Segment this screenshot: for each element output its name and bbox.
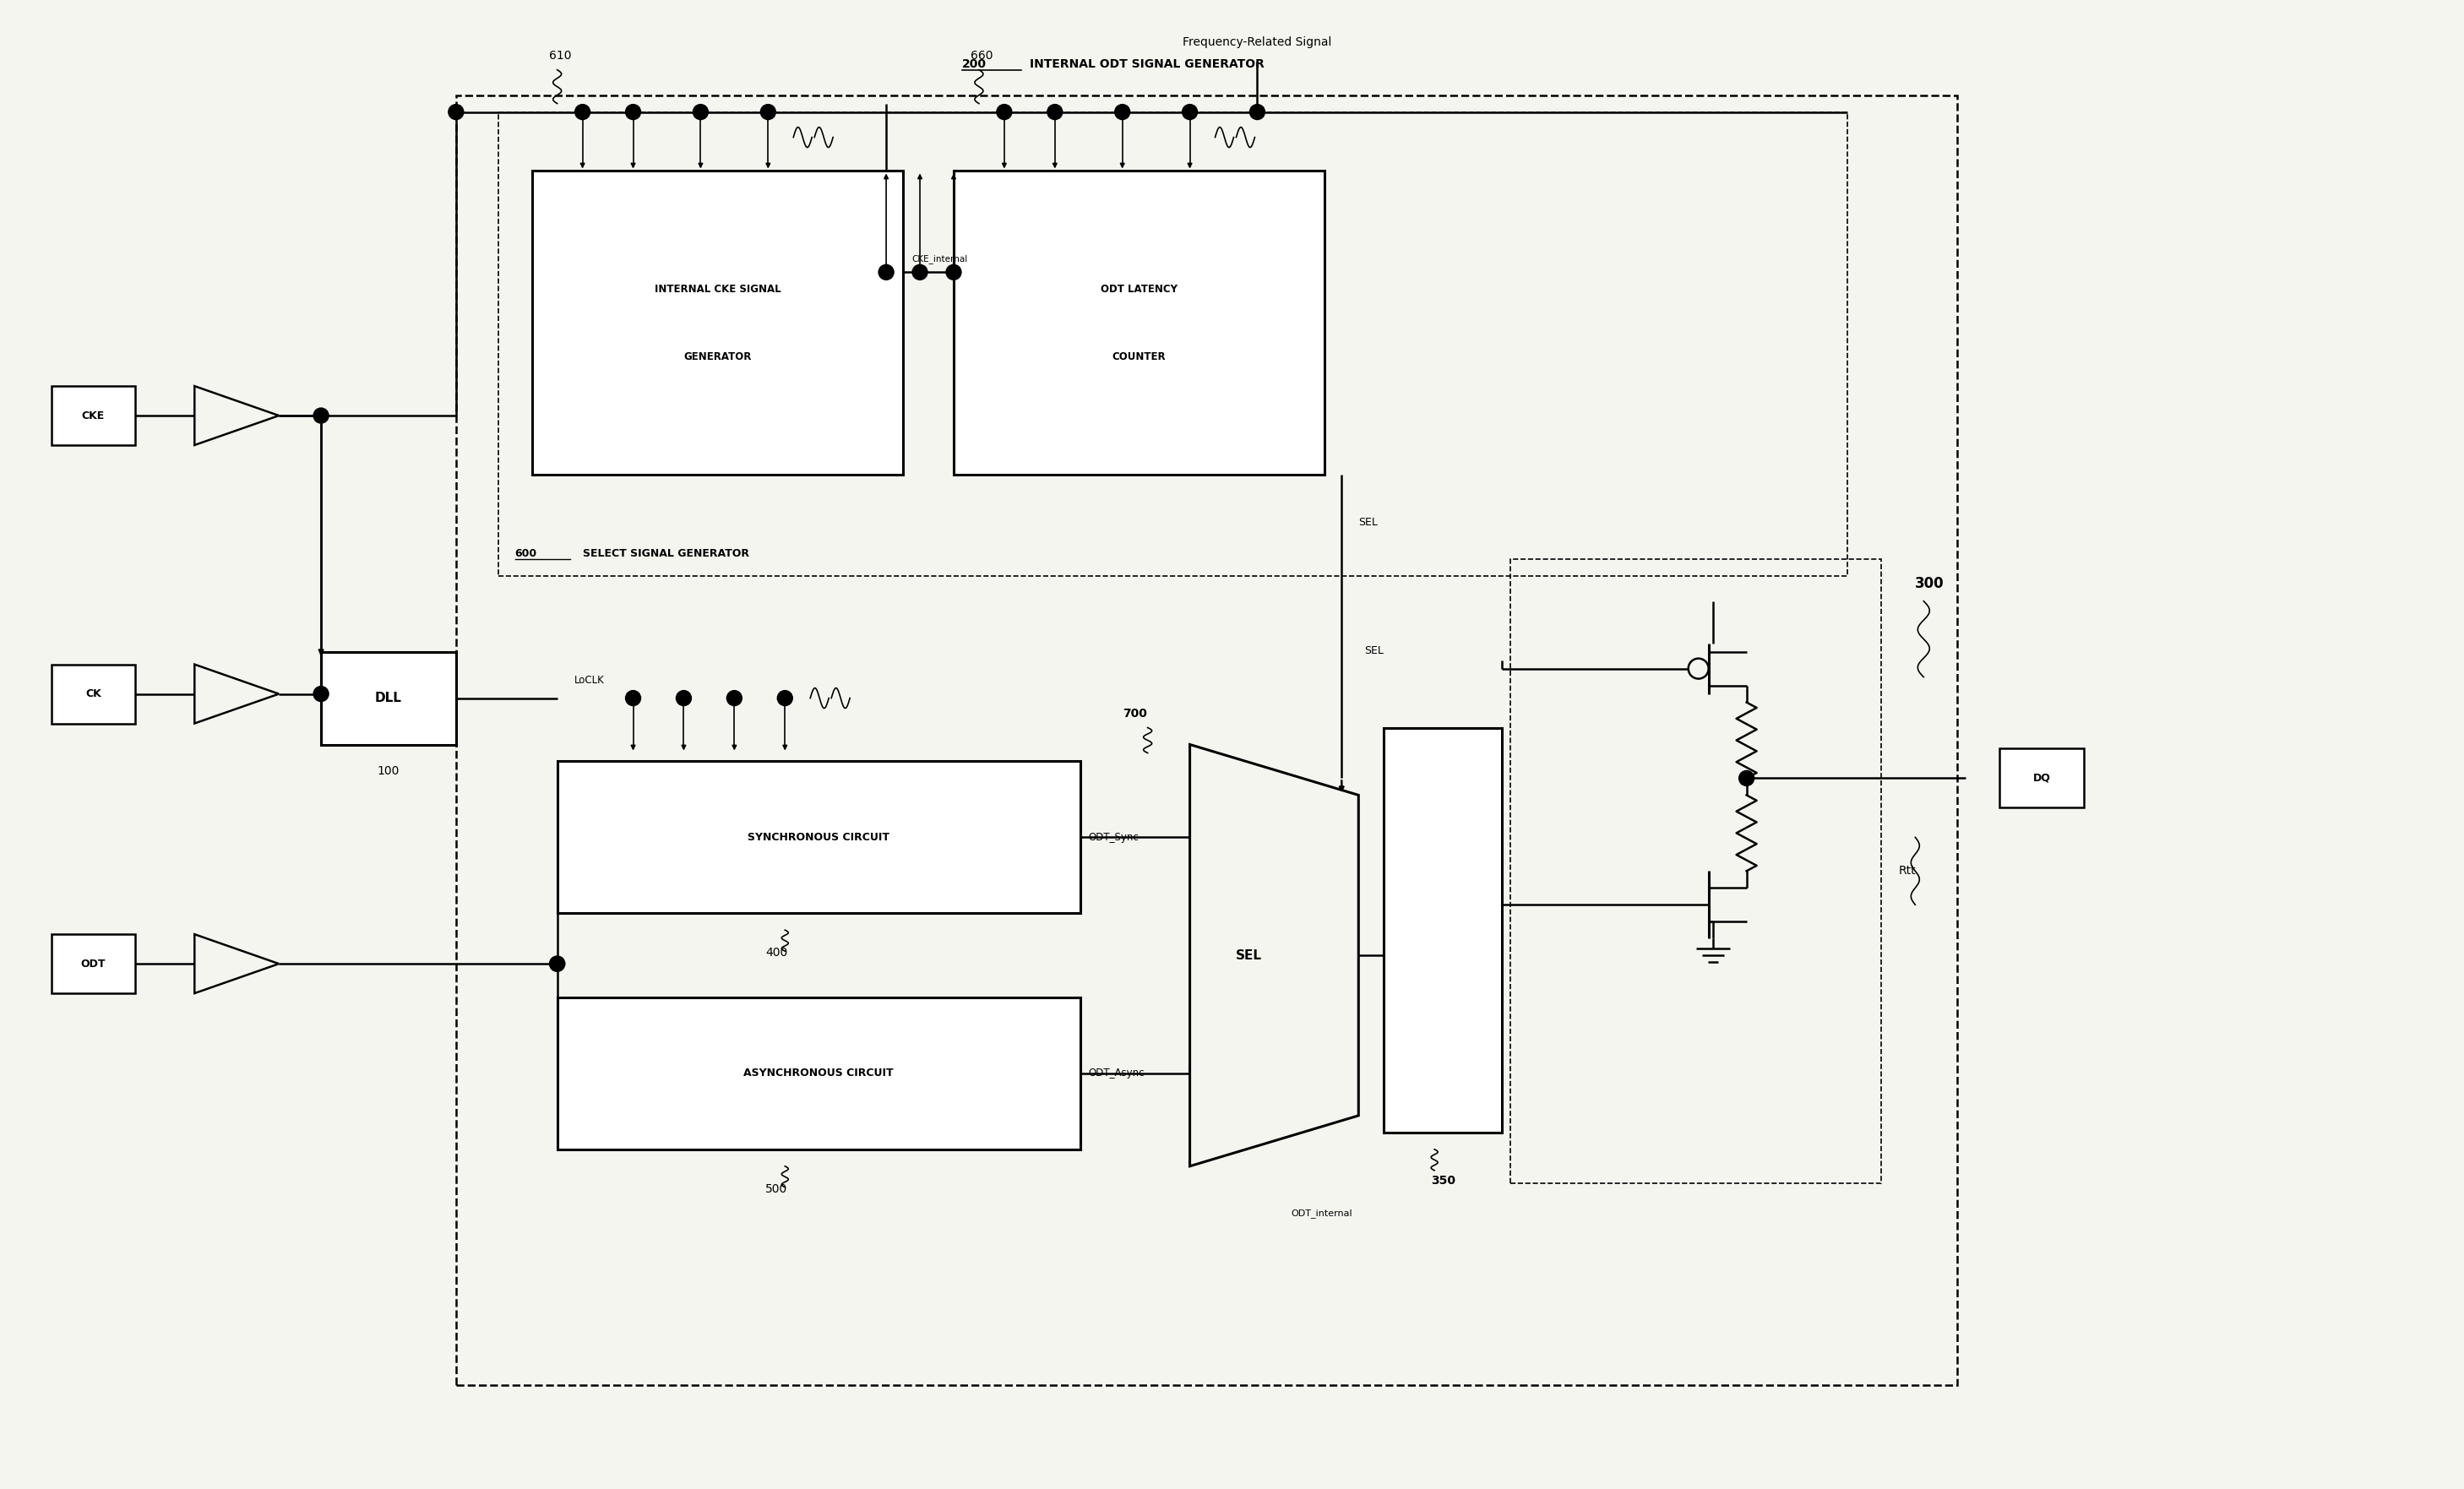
Text: GENERATOR: GENERATOR — [683, 351, 752, 362]
Text: CKE_internal: CKE_internal — [912, 255, 968, 264]
Circle shape — [675, 691, 692, 706]
Text: ODT_internal: ODT_internal — [1291, 1209, 1353, 1218]
Text: Rtt: Rtt — [1897, 865, 1917, 877]
Text: CKE: CKE — [81, 409, 106, 421]
Text: 200: 200 — [961, 58, 986, 70]
Circle shape — [727, 691, 742, 706]
Text: 500: 500 — [766, 1184, 788, 1194]
Text: 400: 400 — [766, 947, 788, 959]
Text: 610: 610 — [549, 49, 572, 61]
Circle shape — [995, 104, 1013, 119]
Text: ODT: ODT — [81, 959, 106, 969]
Text: LoCLK: LoCLK — [574, 675, 604, 685]
Bar — [52, 664, 136, 724]
Bar — [1385, 728, 1503, 1133]
Text: Frequency-Related Signal: Frequency-Related Signal — [1183, 36, 1333, 48]
Bar — [320, 652, 456, 744]
Circle shape — [574, 104, 589, 119]
Bar — [1510, 558, 1882, 1184]
Text: 600: 600 — [515, 548, 537, 558]
Text: 300: 300 — [1915, 576, 1944, 591]
Text: CK: CK — [86, 688, 101, 700]
Circle shape — [549, 956, 564, 971]
Text: ODT_Sync: ODT_Sync — [1089, 832, 1138, 843]
Circle shape — [1249, 104, 1264, 119]
Text: ODT_Async: ODT_Async — [1089, 1068, 1146, 1080]
Text: INTERNAL CKE SIGNAL: INTERNAL CKE SIGNAL — [655, 283, 781, 295]
Circle shape — [549, 956, 564, 971]
Text: COUNTER: COUNTER — [1111, 351, 1165, 362]
Text: SEL: SEL — [1365, 645, 1385, 657]
Circle shape — [313, 408, 328, 423]
Bar — [52, 934, 136, 993]
Circle shape — [448, 104, 463, 119]
Circle shape — [1114, 104, 1131, 119]
Text: 660: 660 — [971, 49, 993, 61]
Text: DQ: DQ — [2033, 773, 2050, 783]
Circle shape — [761, 104, 776, 119]
Bar — [52, 386, 136, 445]
Circle shape — [626, 104, 641, 119]
Text: 700: 700 — [1121, 707, 1146, 719]
Bar — [557, 998, 1079, 1150]
Circle shape — [776, 691, 793, 706]
Text: SEL: SEL — [1358, 517, 1377, 527]
Circle shape — [912, 265, 926, 280]
Bar — [532, 171, 902, 475]
Text: SEL: SEL — [1237, 948, 1262, 962]
Circle shape — [880, 265, 894, 280]
Text: ASYNCHRONOUS CIRCUIT: ASYNCHRONOUS CIRCUIT — [744, 1068, 894, 1080]
Circle shape — [692, 104, 707, 119]
Bar — [2001, 749, 2085, 807]
Circle shape — [626, 691, 641, 706]
Text: SELECT SIGNAL GENERATOR: SELECT SIGNAL GENERATOR — [582, 548, 749, 558]
Bar — [456, 95, 1956, 1385]
Circle shape — [1183, 104, 1198, 119]
Circle shape — [946, 265, 961, 280]
Bar — [557, 761, 1079, 913]
Text: 350: 350 — [1432, 1175, 1456, 1187]
Text: DLL: DLL — [375, 692, 402, 704]
Text: ODT LATENCY: ODT LATENCY — [1101, 283, 1178, 295]
Circle shape — [1047, 104, 1062, 119]
Text: 100: 100 — [377, 765, 399, 777]
Circle shape — [1740, 771, 1754, 786]
Bar — [954, 171, 1326, 475]
Text: SYNCHRONOUS CIRCUIT: SYNCHRONOUS CIRCUIT — [747, 832, 890, 843]
Text: INTERNAL ODT SIGNAL GENERATOR: INTERNAL ODT SIGNAL GENERATOR — [1030, 58, 1264, 70]
Circle shape — [313, 686, 328, 701]
Bar — [498, 112, 1848, 576]
